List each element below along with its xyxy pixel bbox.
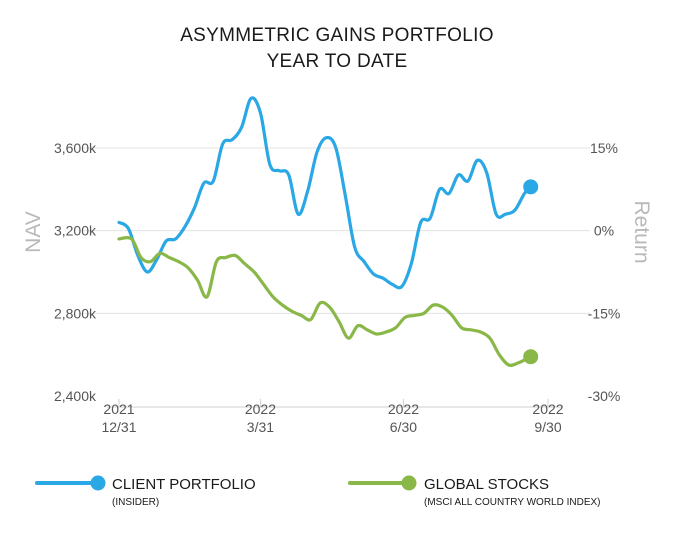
left-tick-label: 2,800k — [54, 305, 97, 321]
x-tick-date: 3/31 — [247, 419, 274, 435]
left-axis-ticks: 3,600k 3,200k 2,800k 2,400k — [54, 140, 97, 404]
right-tick-label: -30% — [588, 388, 621, 404]
left-tick-label: 3,200k — [54, 223, 97, 239]
legend-marker-global-stocks — [401, 475, 417, 491]
legend-label-client-portfolio: CLIENT PORTFOLIO — [112, 476, 256, 493]
series-end-marker-global-stocks — [523, 349, 539, 365]
series-line-global-stocks — [117, 235, 533, 368]
x-tick-date: 12/31 — [101, 419, 136, 435]
chart-title-line-1: ASYMMETRIC GAINS PORTFOLIO — [180, 25, 494, 46]
series-line-client-portfolio — [117, 96, 533, 290]
chart-title-line-2: YEAR TO DATE — [267, 51, 408, 72]
x-tick-year: 2022 — [388, 401, 419, 417]
right-tick-label: -15% — [588, 305, 621, 321]
right-axis-title: Return — [630, 200, 653, 263]
x-tick-date: 6/30 — [390, 419, 417, 435]
series-end-marker-client-portfolio — [523, 179, 539, 195]
x-tick-year: 2021 — [103, 401, 134, 417]
legend-sub-global-stocks: (MSCI ALL COUNTRY WORLD INDEX) — [424, 497, 601, 508]
x-tick-year: 2022 — [245, 401, 276, 417]
x-tick-year: 2022 — [532, 401, 563, 417]
gridlines — [82, 147, 590, 314]
legend-marker-client-portfolio — [90, 475, 106, 491]
legend-label-global-stocks: GLOBAL STOCKS — [424, 476, 549, 493]
legend-sub-client-portfolio: (INSIDER) — [112, 497, 159, 508]
right-tick-label: 0% — [594, 223, 614, 239]
x-tick-date: 9/30 — [534, 419, 561, 435]
x-axis: 2021 12/31 2022 3/31 2022 6/30 2022 9/30 — [101, 399, 564, 435]
left-axis-title: NAV — [22, 211, 45, 253]
legend: CLIENT PORTFOLIO (INSIDER) GLOBAL STOCKS… — [35, 475, 601, 508]
right-axis-ticks: 15% 0% -15% -30% — [588, 140, 621, 404]
right-tick-label: 15% — [590, 140, 618, 156]
left-tick-label: 2,400k — [54, 388, 97, 404]
left-tick-label: 3,600k — [54, 140, 97, 156]
series-group — [117, 96, 539, 368]
